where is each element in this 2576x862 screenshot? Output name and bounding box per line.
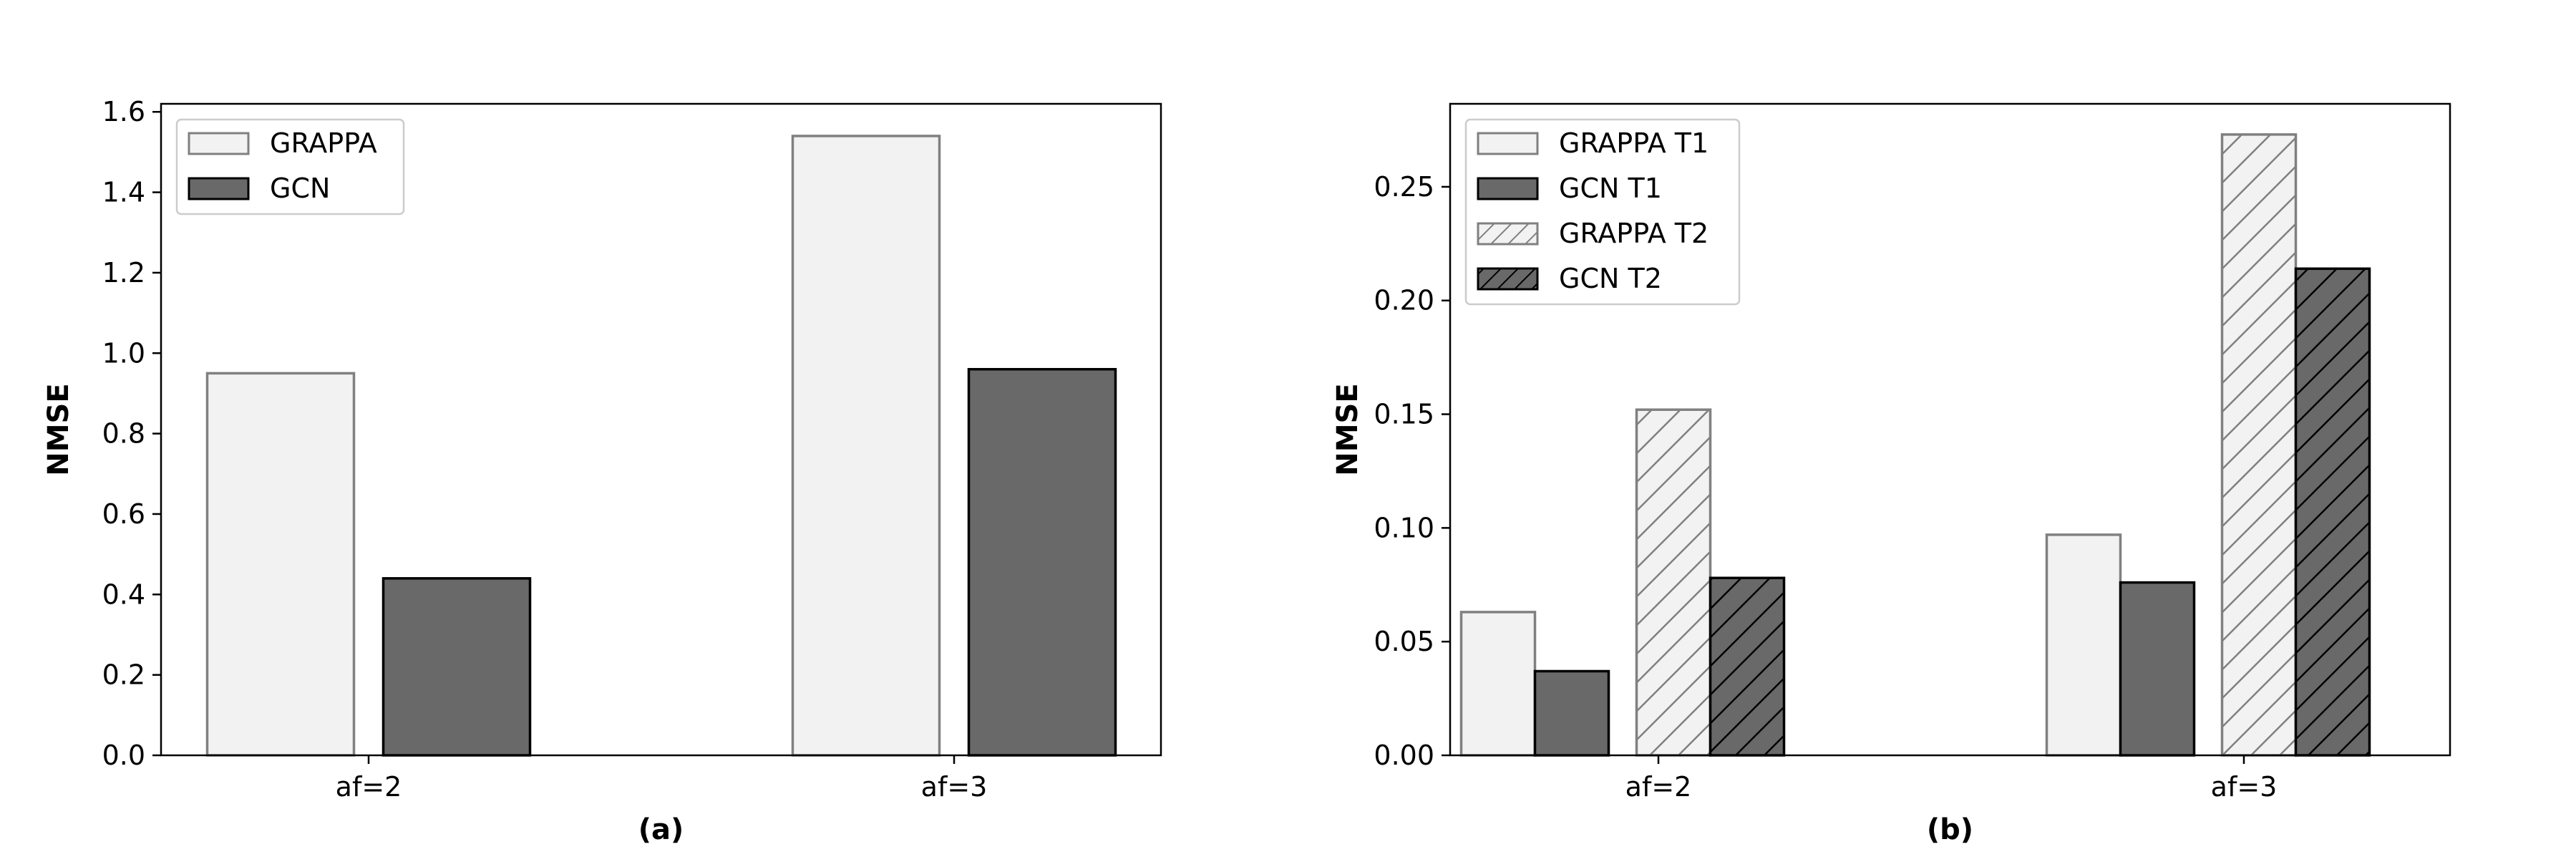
y-tick-label: 0.00 xyxy=(1374,740,1434,771)
y-axis-label-a: NMSE xyxy=(42,383,75,475)
legend-swatch xyxy=(1477,132,1539,155)
x-tick-label: af=2 xyxy=(1625,771,1692,803)
bar-gcn-af3 xyxy=(967,367,1117,757)
y-tick-label: 1.4 xyxy=(102,177,145,208)
chart-panel-b: 0.00 0.05 0.10 0.15 0.20 0.25 af=2 af=3 NMSE (… xyxy=(1331,102,2451,846)
y-axis-ticks-b: 0.00 0.05 0.10 0.15 0.20 0.25 xyxy=(1374,171,1450,771)
bars-group-b xyxy=(1459,133,2371,757)
y-tick-label: 1.0 xyxy=(102,337,145,369)
y-tick-label: 0.15 xyxy=(1374,399,1434,430)
y-tick-label: 0.2 xyxy=(102,659,145,691)
legend-b: GRAPPA T1 GCN T1 GRAPPA T2 GCN T2 xyxy=(1464,118,1741,306)
bar-grappa-af3 xyxy=(791,135,941,757)
legend-label: GRAPPA xyxy=(270,127,377,159)
legend-label: GCN T2 xyxy=(1559,263,1662,294)
y-tick-label: 0.05 xyxy=(1374,626,1434,657)
y-tick-label: 0.4 xyxy=(102,578,145,610)
bar-gcn-t1-af2 xyxy=(1533,669,1610,757)
legend-swatch xyxy=(188,132,250,155)
plot-frame-b xyxy=(1449,102,2451,757)
panel-caption-a: (a) xyxy=(638,813,684,846)
bar-gcn-t1-af3 xyxy=(2119,581,2196,757)
panel-caption-b: (b) xyxy=(1927,813,1973,846)
legend-a: GRAPPA GCN xyxy=(175,118,405,216)
bar-grappa-t1-af2 xyxy=(1459,611,1537,757)
bar-grappa-t1-af3 xyxy=(2045,533,2122,757)
bar-grappa-t2-af2 xyxy=(1635,408,1712,757)
y-tick-label: 0.25 xyxy=(1374,171,1434,203)
bar-gcn-t2-af2 xyxy=(1709,576,1786,757)
bar-gcn-t2-af3 xyxy=(2294,267,2371,757)
legend-swatch xyxy=(1477,267,1539,291)
legend-swatch xyxy=(1477,177,1539,200)
legend-label: GCN T1 xyxy=(1559,173,1662,204)
x-tick-label: af=3 xyxy=(921,771,988,803)
y-tick-label: 1.2 xyxy=(102,257,145,289)
plot-frame-a xyxy=(160,102,1162,757)
bars-group-a xyxy=(205,135,1117,757)
y-tick-label: 0.10 xyxy=(1374,512,1434,543)
legend-swatch xyxy=(188,177,250,200)
y-axis-label-b: NMSE xyxy=(1331,383,1364,475)
y-tick-label: 0.0 xyxy=(102,740,145,771)
x-axis-ticks-b: af=2 af=3 xyxy=(1625,755,2278,803)
legend-label: GRAPPA T2 xyxy=(1559,218,1709,249)
y-tick-label: 0.6 xyxy=(102,498,145,530)
legend-label: GCN xyxy=(270,173,330,204)
x-tick-label: af=3 xyxy=(2211,771,2278,803)
y-tick-label: 0.8 xyxy=(102,418,145,450)
y-tick-label: 1.6 xyxy=(102,96,145,127)
legend-label: GRAPPA T1 xyxy=(1559,127,1709,159)
x-tick-label: af=2 xyxy=(336,771,402,803)
legend-box xyxy=(1464,118,1741,306)
bar-grappa-t2-af3 xyxy=(2220,133,2298,757)
x-axis-ticks-a: af=2 af=3 xyxy=(336,755,988,803)
bar-gcn-af2 xyxy=(381,577,532,757)
legend-swatch xyxy=(1477,222,1539,246)
y-tick-label: 0.20 xyxy=(1374,285,1434,316)
chart-panel-a: 0.0 0.2 0.4 0.6 0.8 1.0 1.2 1.4 1.6 af=2 af=3 NMS… xyxy=(42,96,1162,846)
y-axis-ticks-a: 0.0 0.2 0.4 0.6 0.8 1.0 1.2 1.4 1.6 xyxy=(102,96,161,771)
bar-grappa-af2 xyxy=(205,372,356,757)
